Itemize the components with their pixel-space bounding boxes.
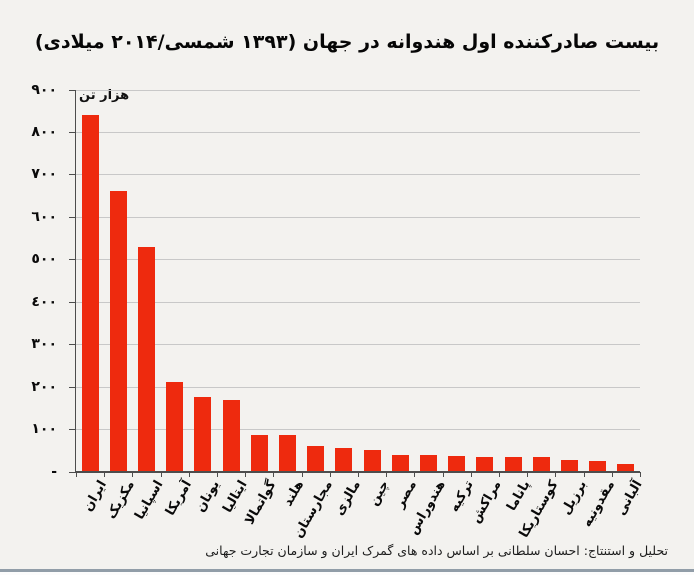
gridline	[76, 301, 640, 303]
source-note: تحلیل و استنتاج: احسان سلطانی بر اساس دا…	[205, 543, 668, 558]
x-tick-label: پاناما	[503, 477, 534, 514]
gridline	[76, 386, 640, 388]
x-tick-label: مالزی	[331, 477, 364, 518]
x-axis-tick	[188, 471, 190, 477]
y-tick-label: ٨٠٠	[31, 123, 57, 140]
y-axis-tick	[69, 386, 76, 388]
x-tick-label: مصر	[392, 477, 421, 511]
x-axis-tick	[640, 471, 641, 477]
x-axis-tick	[414, 471, 416, 477]
x-axis-tick	[611, 471, 613, 477]
y-axis-tick	[69, 216, 76, 218]
window-bottom-margin	[0, 572, 694, 575]
x-axis-tick	[273, 471, 275, 477]
y-tick-label: ٣٠٠	[31, 336, 57, 353]
chart-bar	[138, 246, 155, 472]
y-tick-label: ٤٠٠	[31, 293, 57, 310]
x-tick-label: ایتالیا	[220, 477, 252, 515]
x-axis-tick	[499, 471, 500, 477]
x-axis-tick	[470, 471, 472, 477]
chart-bar	[476, 456, 494, 472]
x-axis-tick	[583, 471, 585, 477]
x-tick-label: ایران	[80, 477, 111, 514]
x-axis-tick	[104, 471, 106, 477]
y-axis-unit-label: هزار تن	[79, 88, 130, 103]
gridline	[76, 174, 640, 176]
chart-bar	[589, 460, 607, 472]
chart-bar	[420, 454, 437, 472]
x-tick-label: چین	[365, 477, 393, 508]
chart-bar	[391, 454, 409, 472]
x-tick-label: ترکیه	[446, 477, 477, 515]
x-tick-label: اسپانیا	[132, 477, 167, 522]
x-axis-tick	[358, 471, 359, 477]
x-axis-tick	[245, 471, 247, 477]
chart-bar	[166, 382, 184, 472]
chart-bar	[81, 114, 99, 472]
x-tick-label: هلند	[280, 477, 308, 509]
x-axis-tick	[527, 471, 529, 477]
y-tick-label: ٥٠٠	[31, 251, 57, 268]
chart-title: بیست صادرکننده اول هندوانه در جهان (۱۳۹۳…	[34, 31, 660, 53]
x-tick-label: یونان	[192, 477, 223, 515]
x-axis-tick	[217, 471, 218, 477]
gridline	[76, 131, 640, 133]
chart-bar	[504, 457, 522, 472]
chart-bar	[279, 434, 296, 472]
chart-bar	[532, 457, 550, 472]
x-axis-tick	[160, 471, 162, 477]
x-axis-tick	[555, 471, 557, 477]
chart-bar	[250, 435, 268, 472]
x-axis-tick	[132, 471, 134, 477]
x-axis-tick	[442, 471, 444, 477]
x-axis-tick	[301, 471, 303, 477]
gridline	[76, 216, 640, 218]
x-tick-label: آمریکا	[162, 477, 195, 518]
y-tick-label: ٢٠٠	[31, 378, 57, 395]
gridline	[76, 89, 640, 91]
y-axis-tick	[69, 259, 76, 261]
gridline	[76, 429, 640, 431]
y-axis-tick	[69, 301, 76, 303]
x-axis-line	[75, 470, 640, 473]
y-tick-label: ١٠٠	[31, 421, 57, 438]
chart-bar	[222, 400, 240, 472]
y-axis-tick	[69, 131, 76, 133]
x-axis-tick	[76, 471, 77, 477]
chart-bar	[561, 459, 578, 472]
x-axis-tick	[329, 471, 331, 477]
y-axis-tick	[69, 89, 76, 91]
chart-bar	[307, 446, 325, 472]
y-tick-label: ٩٠٠	[31, 81, 57, 98]
chart-bar	[617, 463, 635, 472]
y-axis-line	[75, 89, 76, 472]
chart-bar	[363, 450, 381, 472]
y-tick-label: ٧٠٠	[31, 166, 57, 183]
gridline	[76, 344, 640, 346]
x-tick-label: آلبانی	[614, 477, 646, 518]
y-axis-tick	[69, 174, 76, 176]
gridline	[76, 259, 640, 261]
y-tick-label: -	[51, 463, 57, 480]
chart-bar	[109, 191, 127, 472]
chart-bar	[194, 397, 212, 472]
y-axis-tick	[69, 344, 76, 346]
x-axis-tick	[386, 471, 388, 477]
y-axis-tick	[69, 471, 76, 473]
window-bottom-edge	[0, 569, 694, 572]
chart-bar	[448, 455, 466, 472]
y-tick-label: ٦٠٠	[31, 208, 57, 225]
chart-bar	[335, 447, 353, 472]
y-axis-tick	[69, 429, 76, 431]
